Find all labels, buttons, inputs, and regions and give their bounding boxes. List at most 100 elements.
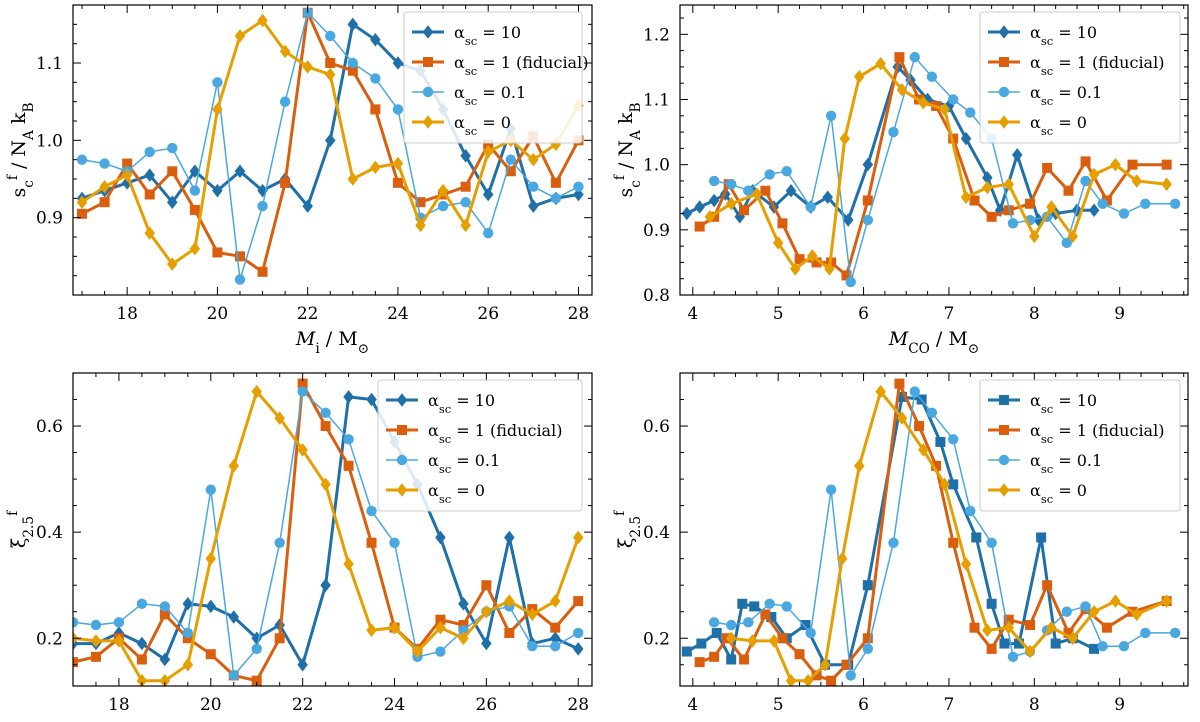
data-point-s2-23 bbox=[1169, 627, 1181, 639]
data-point-s3-5 bbox=[819, 658, 831, 672]
data-point-s0-6 bbox=[205, 599, 217, 614]
legend-marker-0 bbox=[999, 395, 1009, 405]
data-point-s1-12 bbox=[914, 421, 925, 432]
legend-label-2: αsc = 0.1 bbox=[1030, 451, 1102, 476]
data-point-s2-11 bbox=[926, 407, 938, 418]
data-point-s1-5 bbox=[182, 633, 193, 644]
x-tick-label: 8 bbox=[1029, 304, 1040, 324]
data-point-s1-4 bbox=[159, 609, 170, 620]
data-point-s3-9 bbox=[279, 44, 291, 59]
data-point-s1-7 bbox=[811, 257, 822, 268]
data-point-s2-14 bbox=[389, 537, 400, 548]
data-point-s3-16 bbox=[1029, 229, 1040, 244]
data-point-s2-10 bbox=[909, 386, 920, 397]
data-point-s0-15 bbox=[948, 479, 959, 490]
legend-label-1: αsc = 1 (fiducial) bbox=[1030, 421, 1164, 446]
data-point-s1-8 bbox=[257, 266, 268, 277]
data-point-s1-3 bbox=[144, 189, 155, 200]
data-point-s2-6 bbox=[825, 110, 837, 121]
data-point-s1-9 bbox=[841, 659, 852, 670]
plot-frame bbox=[72, 4, 593, 296]
data-point-s0-20 bbox=[1036, 532, 1047, 543]
legend-marker-0 bbox=[998, 25, 1010, 39]
data-point-s0-20 bbox=[528, 199, 539, 213]
data-point-s2-20 bbox=[1097, 198, 1108, 209]
data-point-s1-18 bbox=[483, 139, 494, 150]
data-point-s0-18 bbox=[481, 636, 492, 651]
x-tick-label: 20 bbox=[207, 304, 229, 324]
data-point-s0-7 bbox=[785, 183, 797, 198]
series-2-group bbox=[708, 386, 1181, 681]
data-point-s2-11 bbox=[325, 30, 336, 42]
data-point-s2-22 bbox=[573, 181, 584, 192]
data-point-s3-14 bbox=[389, 620, 400, 635]
data-point-s3-16 bbox=[1046, 620, 1057, 635]
legend-label-1: αsc = 1 (fiducial) bbox=[1030, 53, 1164, 78]
data-point-s1-20 bbox=[1063, 627, 1074, 638]
x-tick-label: 8 bbox=[1029, 695, 1040, 715]
data-point-s2-0 bbox=[73, 617, 79, 628]
data-point-s2-19 bbox=[1080, 175, 1091, 187]
y-tick-label: 0.6 bbox=[643, 417, 670, 437]
legend-label-3: αsc = 0 bbox=[1030, 481, 1087, 506]
series-line-3 bbox=[731, 390, 1168, 683]
data-point-s3-14 bbox=[392, 156, 404, 171]
data-point-s2-15 bbox=[1007, 651, 1019, 663]
data-point-s3-10 bbox=[896, 82, 908, 97]
data-point-s2-2 bbox=[113, 617, 125, 628]
data-point-s1-3 bbox=[739, 654, 750, 665]
data-point-s3-10 bbox=[297, 443, 308, 457]
data-point-s1-0 bbox=[77, 208, 88, 219]
data-point-s1-21 bbox=[550, 177, 561, 188]
data-point-s3-1 bbox=[747, 634, 758, 648]
x-tick-label: 18 bbox=[116, 304, 138, 324]
data-point-s1-8 bbox=[251, 675, 262, 686]
data-point-s1-16 bbox=[986, 211, 997, 222]
data-point-s3-10 bbox=[302, 60, 313, 74]
data-point-s2-1 bbox=[726, 619, 737, 631]
data-point-s2-15 bbox=[1007, 218, 1019, 229]
y-tick-label: 0.4 bbox=[36, 523, 63, 543]
data-point-s3-16 bbox=[437, 183, 449, 198]
data-point-s2-20 bbox=[527, 641, 538, 652]
data-point-s2-3 bbox=[764, 169, 775, 180]
data-point-s1-21 bbox=[1080, 156, 1091, 167]
y-tick-label: 0.8 bbox=[643, 286, 670, 306]
data-point-s1-19 bbox=[1042, 580, 1053, 591]
data-point-s1-22 bbox=[1101, 195, 1112, 206]
data-point-s3-19 bbox=[1110, 594, 1121, 608]
data-point-s3-17 bbox=[1067, 631, 1079, 646]
data-point-s1-1 bbox=[90, 651, 101, 662]
data-point-s2-4 bbox=[159, 601, 171, 612]
data-point-s1-1 bbox=[99, 197, 110, 208]
data-point-s2-21 bbox=[550, 193, 562, 204]
data-point-s3-5 bbox=[807, 249, 818, 263]
data-point-s1-5 bbox=[777, 633, 788, 644]
legend-marker-2 bbox=[998, 86, 1010, 98]
data-point-s0-17 bbox=[460, 149, 471, 163]
data-point-s2-0 bbox=[708, 175, 720, 187]
data-point-s3-12 bbox=[939, 102, 950, 117]
legend-marker-1 bbox=[423, 57, 433, 67]
data-point-s0-7 bbox=[234, 164, 246, 179]
legend-label-3: αsc = 0 bbox=[454, 113, 511, 138]
data-point-s3-7 bbox=[228, 459, 240, 473]
legend-box bbox=[979, 11, 1181, 144]
data-point-s3-19 bbox=[1088, 167, 1100, 182]
data-point-s1-12 bbox=[347, 65, 358, 76]
legend-marker-2 bbox=[422, 86, 434, 98]
data-point-s0-16 bbox=[971, 532, 982, 543]
x-tick-label: 6 bbox=[858, 695, 869, 715]
y-tick-label: 0.9 bbox=[36, 209, 63, 229]
data-point-s1-15 bbox=[969, 195, 980, 206]
data-point-s2-1 bbox=[90, 619, 102, 631]
data-point-s2-19 bbox=[1080, 601, 1091, 612]
data-point-s3-1 bbox=[725, 197, 737, 211]
data-point-s2-1 bbox=[726, 179, 737, 190]
data-point-s0-1 bbox=[694, 200, 705, 214]
data-point-s2-21 bbox=[550, 641, 561, 652]
data-point-s2-8 bbox=[862, 214, 874, 226]
data-point-s1-21 bbox=[550, 622, 561, 633]
data-point-s3-15 bbox=[1024, 644, 1036, 659]
data-point-s3-1 bbox=[90, 634, 102, 648]
